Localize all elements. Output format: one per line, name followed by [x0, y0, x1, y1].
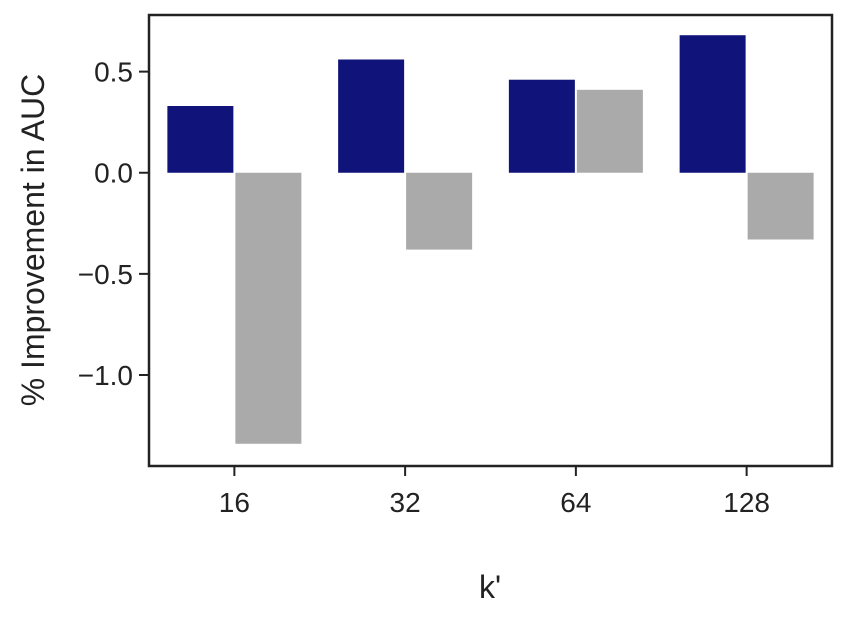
x-tick-label-16: 16 [219, 487, 250, 518]
x-tick-label-32: 32 [390, 487, 421, 518]
y-axis-ticks: −1.0 −0.5 0.0 0.5 [78, 57, 149, 391]
bar-16-series-2 [235, 172, 302, 444]
bar-16-series-1 [167, 106, 234, 173]
bar-128-series-2 [747, 172, 814, 240]
plot-frame [147, 13, 834, 468]
bar-64-series-2 [576, 89, 643, 173]
bar-32-series-1 [338, 59, 405, 173]
bar-128-series-1 [679, 35, 746, 173]
x-tick-label-128: 128 [723, 487, 770, 518]
y-axis-label: % Improvement in AUC [15, 74, 51, 407]
x-axis-label: k' [479, 569, 501, 605]
bars-group [167, 35, 814, 444]
x-tick-label-64: 64 [560, 487, 591, 518]
y-tick-label: 0.0 [94, 158, 133, 189]
y-tick-label: −1.0 [78, 360, 133, 391]
bar-64-series-1 [508, 79, 575, 173]
x-axis-ticks: 16 32 64 128 [219, 466, 770, 518]
y-tick-label: −0.5 [78, 259, 133, 290]
y-tick-label: 0.5 [94, 57, 133, 88]
bar-32-series-2 [406, 172, 473, 250]
